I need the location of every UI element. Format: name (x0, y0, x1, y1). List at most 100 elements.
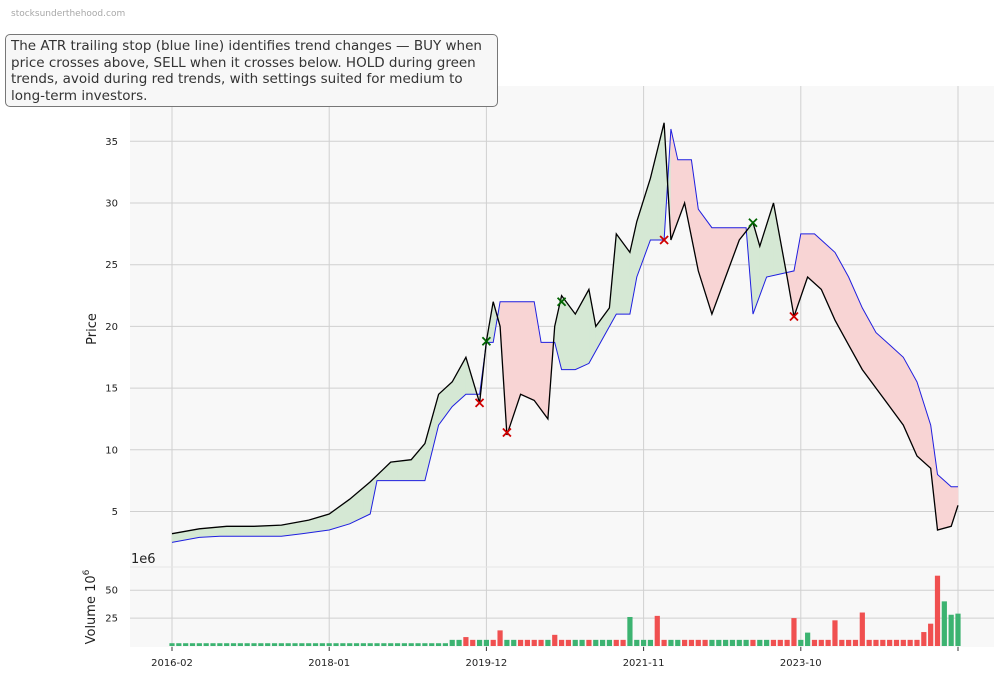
volume-bar (572, 639, 578, 646)
volume-bar (688, 639, 695, 646)
price-tick-label: 35 (105, 137, 118, 148)
volume-bar (463, 637, 469, 646)
volume-bar (483, 639, 489, 646)
volume-bar (798, 639, 804, 646)
volume-bar (805, 632, 811, 646)
volume-bar (859, 612, 865, 646)
x-tick-label: 2023-10 (780, 658, 822, 669)
volume-bar (278, 643, 284, 646)
bullish-trend-fill (212, 526, 221, 537)
volume-bar (593, 639, 599, 646)
volume-bar (900, 639, 906, 646)
volume-bar (497, 630, 503, 646)
volume-bar (183, 643, 189, 646)
volume-bar (217, 643, 223, 646)
volume-bar (367, 643, 373, 646)
volume-bar (702, 639, 708, 646)
volume-bar (921, 632, 927, 646)
bullish-trend-fill (233, 526, 241, 537)
bullish-trend-fill (260, 525, 268, 537)
volume-bar (504, 639, 510, 646)
bullish-trend-fill (622, 242, 631, 315)
volume-bar (839, 639, 845, 646)
bullish-trend-fill (246, 526, 255, 537)
volume-bar (565, 639, 572, 646)
volume-bar (449, 639, 455, 646)
volume-bar (695, 639, 701, 646)
volume-bar (271, 643, 278, 646)
volume-bar (230, 643, 237, 646)
volume-bar (408, 643, 414, 646)
volume-bar (347, 643, 353, 646)
volume-bar (941, 601, 947, 646)
bearish-trend-fill (944, 479, 952, 529)
volume-bar (770, 639, 777, 646)
bullish-trend-fill (615, 232, 624, 315)
bullish-trend-fill (294, 521, 303, 535)
volume-bar (866, 639, 872, 646)
buy-signal-marker (481, 336, 492, 346)
volume-bar (312, 643, 319, 646)
bullish-trend-fill (568, 303, 576, 370)
bullish-trend-fill (240, 526, 248, 537)
bullish-trend-fill (301, 519, 309, 535)
x-tick-label: 2018-01 (308, 658, 350, 669)
volume-bar (880, 639, 886, 646)
volume-bar (545, 639, 551, 646)
x-tick-label: 2019-12 (466, 658, 508, 669)
volume-bar (456, 639, 462, 646)
volume-bar (224, 643, 230, 646)
volume-bar (586, 639, 592, 646)
volume-bar (258, 643, 264, 646)
volume-bar (579, 639, 585, 646)
atr-trailing-stop-line (171, 128, 958, 543)
volume-bar (558, 639, 565, 646)
volume-bar (743, 639, 749, 646)
volume-bar (934, 575, 941, 646)
bearish-trend-fill (520, 301, 528, 398)
volume-bar (552, 634, 558, 646)
bullish-trend-fill (281, 523, 289, 537)
bullish-trend-fill (267, 525, 275, 537)
price-tick-label: 25 (105, 260, 118, 271)
volume-bar (736, 639, 742, 646)
volume-bar (374, 643, 380, 646)
bullish-trend-fill (253, 525, 262, 537)
volume-bar (818, 639, 824, 646)
volume-bar (764, 639, 770, 646)
bearish-trend-fill (807, 233, 815, 284)
volume-bar (893, 639, 900, 646)
volume-bar (381, 643, 387, 646)
volume-bar (750, 639, 756, 646)
bullish-trend-fill (219, 525, 227, 537)
bullish-trend-fill (287, 522, 296, 536)
volume-bar (169, 643, 175, 646)
volume-bar (360, 643, 366, 646)
volume-bar (928, 623, 934, 646)
bullish-trend-fill (397, 460, 405, 481)
bullish-trend-fill (274, 524, 282, 537)
volume-bar (887, 639, 893, 646)
price-tick-label: 10 (105, 445, 118, 456)
volume-bar (203, 643, 209, 646)
price-axis-label: Price (85, 313, 100, 345)
volume-bar (299, 643, 305, 646)
volume-bar (196, 643, 202, 646)
volume-bar (791, 618, 797, 646)
volume-bar (647, 639, 654, 646)
volume-bar (422, 643, 428, 646)
volume-bar (517, 639, 524, 646)
volume-bar (654, 615, 660, 646)
bullish-trend-fill (322, 513, 330, 532)
volume-bar (353, 643, 360, 646)
volume-bar (265, 643, 271, 646)
volume-tick-label: 50 (105, 586, 118, 597)
volume-bar (285, 643, 291, 646)
price-tick-label: 5 (112, 507, 118, 518)
volume-bar (326, 643, 332, 646)
bullish-trend-fill (390, 460, 398, 481)
volume-bar (442, 643, 448, 646)
volume-bar (340, 643, 346, 646)
volume-bar (661, 639, 667, 646)
volume-axis-label: Volume 106 (82, 569, 99, 644)
